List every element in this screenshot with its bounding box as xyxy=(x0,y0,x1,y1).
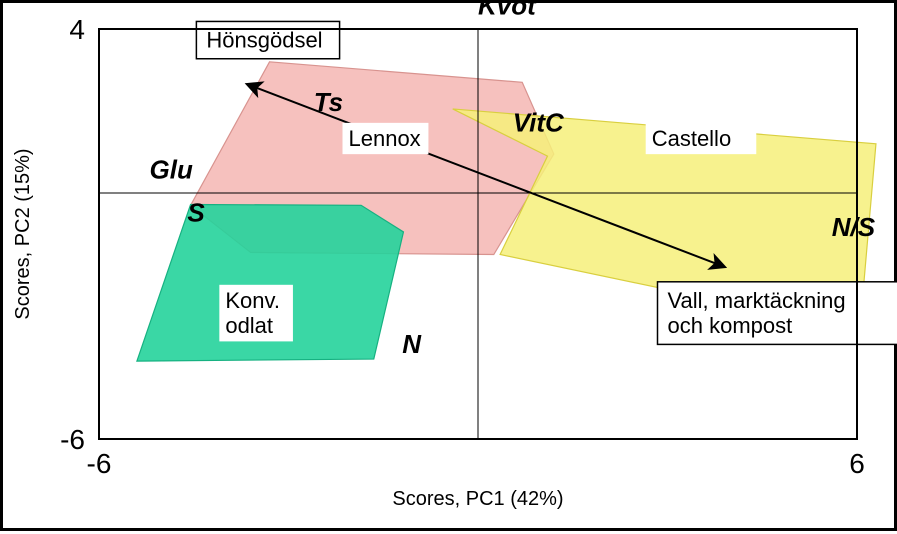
loading-Ts: Ts xyxy=(314,87,343,117)
y-tick-label: -6 xyxy=(60,424,85,455)
chart-frame: Kvot Ts VitC Glu S N N/S Hönsgödsel Lennox Castel… xyxy=(0,0,897,531)
label-text: Konv. xyxy=(225,288,280,313)
label-text: odlat xyxy=(225,313,273,338)
label-text: Vall, marktäckning xyxy=(668,288,846,313)
label-text: Hönsgödsel xyxy=(206,27,322,52)
label-text: Lennox xyxy=(349,126,421,151)
loading-N: N xyxy=(402,329,422,359)
loading-Kvot: Kvot xyxy=(478,3,537,21)
x-axis-label: Scores, PC1 (42%) xyxy=(392,488,563,510)
loading-Glu: Glu xyxy=(150,155,193,185)
x-tick-label: -6 xyxy=(87,448,112,479)
x-tick-label: 6 xyxy=(849,448,865,479)
loading-S: S xyxy=(187,198,205,228)
label-text: och kompost xyxy=(668,313,793,338)
y-tick-label: 4 xyxy=(69,14,85,45)
y-axis-label: Scores, PC2 (15%) xyxy=(12,148,34,319)
label-text: Castello xyxy=(652,126,731,151)
pca-scatter-plot: Kvot Ts VitC Glu S N N/S Hönsgödsel Lennox Castel… xyxy=(3,3,897,534)
loading-NS: N/S xyxy=(832,212,876,242)
loading-VitC: VitC xyxy=(513,108,565,138)
